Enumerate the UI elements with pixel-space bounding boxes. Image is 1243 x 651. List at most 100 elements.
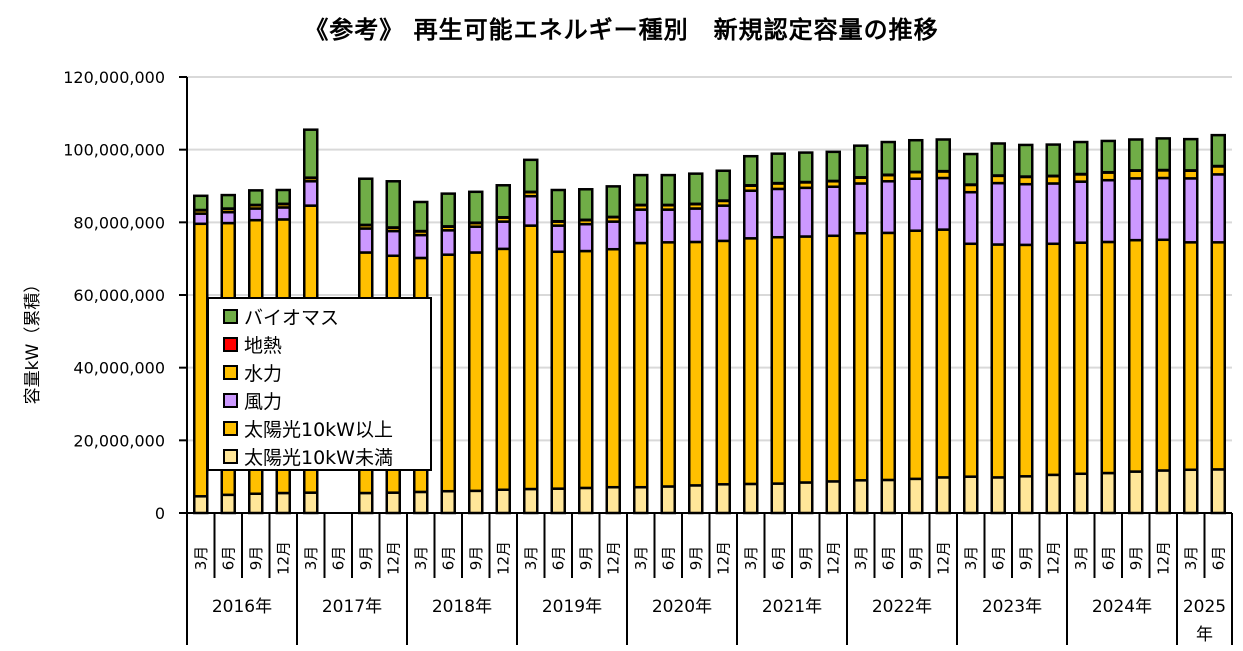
bar-segment-0	[935, 476, 951, 515]
bar-segment-0	[248, 492, 264, 515]
legend-item: 太陽光10kW以上	[223, 414, 430, 442]
bar-segment-5	[743, 154, 759, 187]
x-tick-label: 9月	[1127, 546, 1145, 571]
x-tick-label: 3月	[302, 546, 320, 571]
bar-segment-2	[1045, 182, 1061, 246]
x-tick-label: 12月	[824, 541, 842, 575]
x-tick-label: 3月	[192, 546, 210, 571]
year-label: 2022年	[872, 597, 932, 617]
bar-stack	[825, 150, 841, 515]
bar-segment-1	[798, 235, 814, 484]
bar-segment-0	[1100, 471, 1116, 515]
x-tick-label: 6月	[219, 546, 237, 571]
x-tick-label: 6月	[659, 546, 677, 571]
legend-label: 水力	[244, 362, 283, 385]
bar-segment-5	[275, 188, 291, 206]
bar-stack	[798, 151, 814, 515]
legend: バイオマス 地熱 水力 風力 太陽光10kW以上 太陽光10kW未満	[207, 297, 432, 471]
y-tick-label: 20,000,000	[73, 431, 165, 450]
bar-stack	[1155, 137, 1171, 515]
y-tick-label: 60,000,000	[73, 286, 165, 305]
y-tick-label: 40,000,000	[73, 359, 165, 378]
bar-segment-0	[798, 481, 814, 515]
bar-segment-0	[963, 475, 979, 515]
x-tick-label: 12月	[494, 541, 512, 575]
bar-segment-2	[440, 229, 456, 256]
x-tick-label: 9月	[357, 546, 375, 571]
x-tick-label: 3月	[1072, 546, 1090, 571]
bar-segment-1	[715, 239, 731, 486]
legend-swatch	[223, 308, 238, 324]
x-tick-label: 3月	[742, 546, 760, 571]
bar-segment-5	[550, 188, 566, 223]
x-tick-label: 3月	[522, 546, 540, 571]
bar-segment-5	[1018, 143, 1034, 178]
bar-segment-2	[1128, 177, 1144, 242]
bar-segment-0	[743, 482, 759, 515]
x-tick-label: 9月	[467, 546, 485, 571]
bar-stack	[963, 152, 979, 515]
legend-item: 水力	[223, 358, 430, 386]
x-tick-label: 12月	[714, 541, 732, 575]
bar-segment-0	[1210, 468, 1226, 515]
bar-stack	[688, 172, 704, 515]
bar-segment-2	[413, 233, 429, 260]
bar-segment-5	[495, 184, 511, 219]
bar-stack	[495, 184, 511, 515]
bar-segment-5	[1100, 139, 1116, 174]
legend-label: 地熱	[244, 334, 283, 357]
bar-segment-2	[495, 220, 511, 251]
x-tick-label: 9月	[687, 546, 705, 571]
legend-swatch	[223, 392, 238, 408]
bar-segment-1	[908, 229, 924, 481]
x-tick-label: 6月	[989, 546, 1007, 571]
bar-segment-0	[413, 490, 429, 515]
bar-segment-5	[1045, 143, 1061, 178]
x-tick-label: 6月	[329, 546, 347, 571]
bar-segment-0	[220, 493, 236, 515]
bar-segment-0	[1183, 468, 1199, 515]
bar-segment-5	[193, 194, 209, 212]
bar-segment-0	[550, 487, 566, 515]
bar-segment-2	[1155, 176, 1171, 242]
legend-swatch	[223, 420, 238, 436]
bar-segment-5	[358, 177, 374, 227]
bar-segment-0	[1073, 472, 1089, 515]
x-tick-label: 9月	[1017, 546, 1035, 571]
bar-segment-5	[990, 142, 1006, 177]
bar-segment-0	[990, 476, 1006, 515]
bar-segment-2	[523, 194, 539, 227]
bar-segment-5	[1183, 137, 1199, 172]
x-tick-label: 12月	[1044, 541, 1062, 575]
x-tick-label: 12月	[1154, 541, 1172, 575]
bar-segment-1	[468, 251, 484, 493]
bar-segment-2	[743, 189, 759, 240]
chart-title: 《参考》 再生可能エネルギー種別 新規認定容量の推移	[304, 16, 939, 44]
x-tick-label: 6月	[1099, 546, 1117, 571]
x-tick-label: 3月	[632, 546, 650, 571]
bar-segment-1	[1183, 241, 1199, 472]
bar-stack	[880, 140, 896, 515]
bar-segment-1	[825, 234, 841, 483]
bar-segment-2	[605, 220, 621, 251]
bar-segment-5	[248, 189, 264, 207]
bar-stack	[1018, 143, 1034, 515]
bar-segment-5	[1155, 137, 1171, 172]
bar-segment-5	[468, 190, 484, 224]
x-tick-label: 9月	[577, 546, 595, 571]
bar-segment-2	[825, 185, 841, 238]
bar-segment-2	[908, 177, 924, 232]
year-label: 2020年	[652, 597, 712, 617]
bar-segment-1	[523, 224, 539, 491]
bar-segment-2	[963, 190, 979, 246]
axes	[179, 76, 1233, 645]
bar-stack	[633, 173, 649, 515]
bar-segment-5	[798, 151, 814, 184]
axis-labels: 0 20,000,000 40,000,000 60,000,000 80,000,00…	[63, 68, 1227, 645]
bar-segment-2	[798, 186, 814, 238]
x-tick-label: 12月	[934, 541, 952, 575]
bar-stack	[660, 173, 676, 515]
year-label: 2024年	[1092, 597, 1152, 617]
bar-segment-2	[633, 208, 649, 245]
bar-stack	[440, 192, 456, 515]
